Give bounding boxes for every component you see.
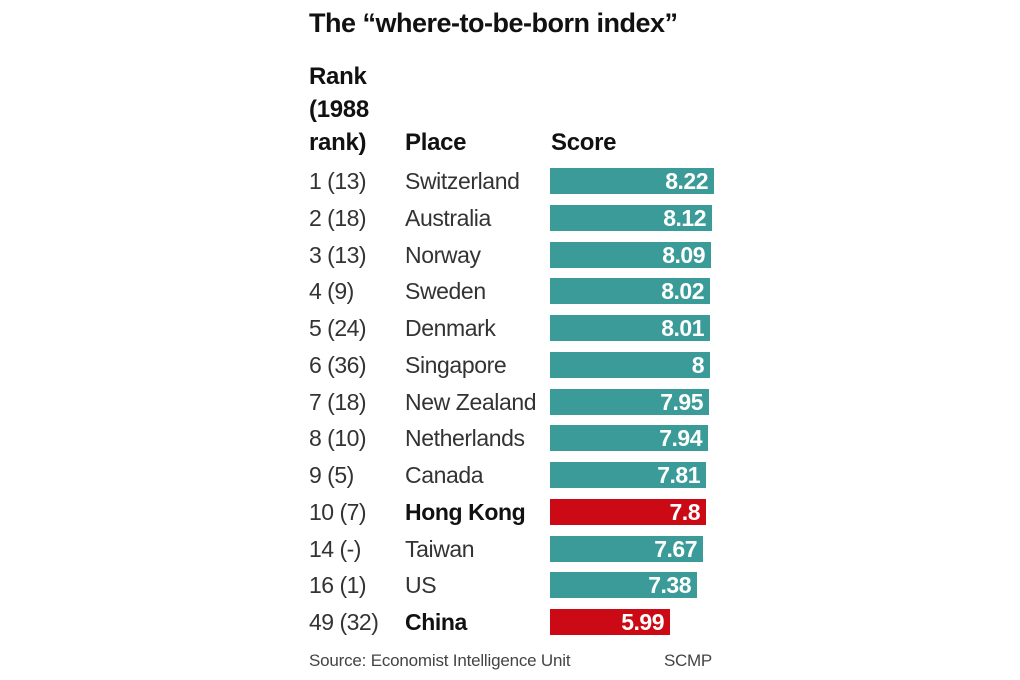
place-cell: Sweden <box>405 278 486 305</box>
rank-cell: 14 (-) <box>309 535 361 562</box>
rank-cell: 1 (13) <box>309 168 367 194</box>
score-bar-highlight: 7.8 <box>550 498 706 525</box>
header-score: Score <box>551 129 617 156</box>
place-cell: New Zealand <box>405 388 537 415</box>
score-value: 7.67 <box>654 535 697 562</box>
header-rank-line3: rank) <box>309 129 367 156</box>
score-bar: 8.02 <box>550 278 710 305</box>
score-value: 7.81 <box>657 462 700 488</box>
rank-cell: 49 (32) <box>309 609 379 635</box>
table-row: 4 (9) Sweden 8.02 <box>0 278 1020 305</box>
rank-cell: 7 (18) <box>309 388 367 415</box>
score-bar: 8 <box>550 351 710 378</box>
score-value: 7.38 <box>648 572 691 599</box>
place-cell: Norway <box>405 241 481 268</box>
score-value: 7.8 <box>669 498 701 525</box>
chart-title: The “where-to-be-born index” <box>309 8 678 38</box>
score-bar: 7.67 <box>550 535 703 562</box>
table-row: 14 (-) Taiwan 7.67 <box>0 535 1020 562</box>
header-rank: Rank (1988 rank) <box>309 60 389 159</box>
score-bar: 8.01 <box>550 315 710 341</box>
place-cell: Netherlands <box>405 425 525 452</box>
score-bar: 8.09 <box>550 241 711 268</box>
table-row: 1 (13) Switzerland 8.22 <box>0 168 1020 194</box>
table-row: 7 (18) New Zealand 7.95 <box>0 388 1020 415</box>
table-row: 6 (36) Singapore 8 <box>0 351 1020 378</box>
place-cell: US <box>405 572 437 599</box>
rank-cell: 16 (1) <box>309 572 367 599</box>
score-value: 8.22 <box>665 168 708 194</box>
table-row: 5 (24) Denmark 8.01 <box>0 315 1020 341</box>
header-place: Place <box>405 129 467 156</box>
score-bar: 8.12 <box>550 204 712 231</box>
score-value: 8.09 <box>662 241 705 268</box>
score-bar: 7.38 <box>550 572 697 599</box>
score-bar: 7.95 <box>550 388 709 415</box>
rank-cell: 9 (5) <box>309 462 354 488</box>
rank-cell: 5 (24) <box>309 315 367 341</box>
place-cell: Taiwan <box>405 535 475 562</box>
score-value: 8.02 <box>661 278 704 305</box>
place-cell: Singapore <box>405 351 507 378</box>
table-row: 10 (7) Hong Kong 7.8 <box>0 498 1020 525</box>
source-note: Source: Economist Intelligence Unit <box>309 651 571 670</box>
rank-cell: 4 (9) <box>309 278 354 305</box>
score-bar: 7.94 <box>550 425 708 452</box>
place-cell: Hong Kong <box>405 498 526 525</box>
rank-cell: 2 (18) <box>309 204 367 231</box>
table-row: 3 (13) Norway 8.09 <box>0 241 1020 268</box>
header-rank-line1: Rank <box>309 63 367 90</box>
header-rank-line2: (1988 <box>309 96 369 123</box>
rank-cell: 6 (36) <box>309 351 367 378</box>
rank-cell: 10 (7) <box>309 498 367 525</box>
place-cell: China <box>405 609 467 635</box>
rank-cell: 8 (10) <box>309 425 367 452</box>
table-row: 2 (18) Australia 8.12 <box>0 204 1020 231</box>
table-row: 9 (5) Canada 7.81 <box>0 462 1020 488</box>
score-value: 7.95 <box>660 388 703 415</box>
score-value: 5.99 <box>621 609 664 635</box>
place-cell: Denmark <box>405 315 496 341</box>
score-bar-highlight: 5.99 <box>550 609 670 635</box>
score-value: 8 <box>691 351 705 378</box>
table-row: 16 (1) US 7.38 <box>0 572 1020 599</box>
rank-cell: 3 (13) <box>309 241 367 268</box>
credit-note: SCMP <box>664 651 712 670</box>
table-row: 49 (32) China 5.99 <box>0 609 1020 635</box>
place-cell: Canada <box>405 462 484 488</box>
score-value: 8.12 <box>663 204 706 231</box>
table-row: 8 (10) Netherlands 7.94 <box>0 425 1020 452</box>
place-cell: Switzerland <box>405 168 520 194</box>
score-bar: 7.81 <box>550 462 706 488</box>
score-value: 7.94 <box>659 425 702 452</box>
score-bar: 8.22 <box>550 168 714 194</box>
place-cell: Australia <box>405 204 491 231</box>
score-value: 8.01 <box>661 315 704 341</box>
